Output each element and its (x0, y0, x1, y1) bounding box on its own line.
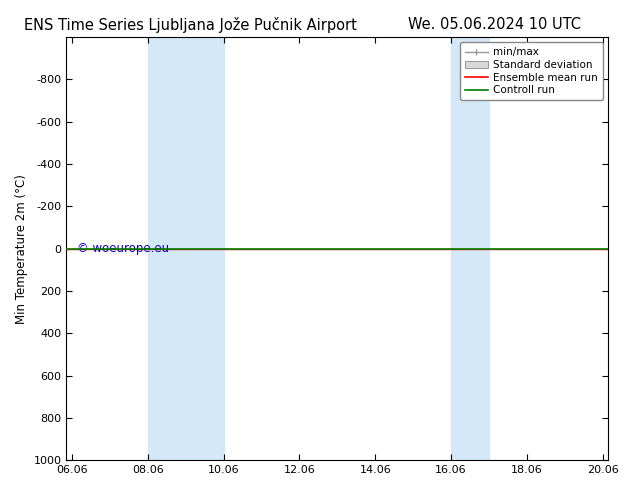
Text: © woeurope.eu: © woeurope.eu (77, 242, 169, 255)
Legend: min/max, Standard deviation, Ensemble mean run, Controll run: min/max, Standard deviation, Ensemble me… (460, 42, 603, 100)
Text: ENS Time Series Ljubljana Jože Pučnik Airport: ENS Time Series Ljubljana Jože Pučnik Ai… (23, 17, 357, 33)
Text: We. 05.06.2024 10 UTC: We. 05.06.2024 10 UTC (408, 17, 581, 32)
Bar (451, 37, 489, 460)
Bar (148, 37, 224, 460)
Y-axis label: Min Temperature 2m (°C): Min Temperature 2m (°C) (15, 173, 28, 323)
